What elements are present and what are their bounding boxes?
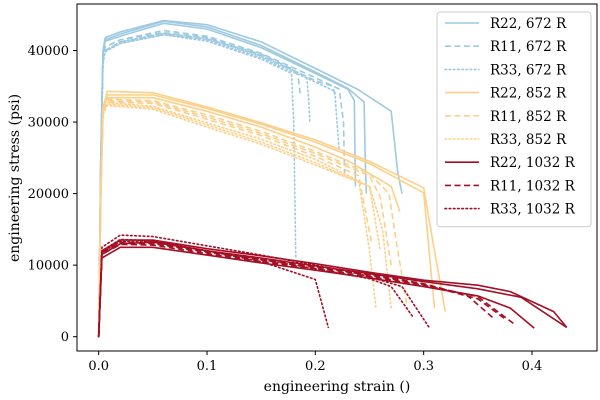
series-line-20: [97, 246, 535, 337]
series-line-12: [97, 98, 409, 337]
legend-label-7: R11, 1032 R: [490, 178, 576, 194]
legend-label-2: R33, 672 R: [490, 62, 567, 78]
legend-label-6: R22, 1032 R: [490, 155, 576, 171]
y-tick-label-1: 10000: [28, 259, 69, 274]
series-line-18: [97, 239, 568, 337]
series-line-5: [97, 33, 301, 337]
series-line-14: [97, 101, 373, 337]
legend-label-8: R33, 1032 R: [490, 202, 576, 218]
legend: R22, 672 R R11, 672 R R33, 672 R R22, 852 R…: [436, 11, 592, 228]
series-line-1: [97, 20, 368, 337]
x-tick-label-1: 0.1: [197, 359, 218, 374]
series-line-7: [97, 32, 311, 338]
series-line-23: [97, 243, 517, 337]
series-line-6: [97, 33, 297, 338]
legend-label-0: R22, 672 R: [490, 16, 567, 32]
plot-frame: [76, 3, 598, 352]
legend-label-3: R22, 852 R: [490, 86, 567, 102]
series-line-16: [97, 103, 382, 338]
series-line-15: [97, 101, 377, 338]
x-axis-label: engineering strain (): [264, 379, 411, 395]
series-line-3: [97, 29, 346, 337]
series-line-26: [97, 240, 414, 338]
x-tick-label-0: 0.0: [88, 359, 109, 374]
plot-lines: [97, 19, 568, 338]
series-line-17: [97, 104, 393, 338]
y-tick-label-2: 20000: [28, 187, 69, 202]
axis-ticks: 0.0 0.1 0.2 0.3 0.4 0 10000 20000 30000 40000: [28, 44, 543, 374]
series-line-4: [97, 31, 336, 337]
y-axis-label: engineering stress (psi): [7, 94, 23, 262]
x-tick-label-2: 0.2: [305, 359, 326, 374]
legend-label-1: R11, 672 R: [490, 39, 567, 55]
series-line-10: [97, 94, 436, 337]
series-line-13: [97, 99, 392, 337]
x-tick-label-3: 0.3: [413, 359, 434, 374]
legend-label-4: R11, 852 R: [490, 109, 567, 125]
series-line-24: [97, 234, 430, 338]
series-line-2: [97, 22, 357, 337]
series-line-25: [97, 238, 330, 338]
legend-label-5: R33, 852 R: [490, 132, 567, 148]
y-tick-label-3: 30000: [28, 116, 69, 131]
series-line-0: [97, 19, 403, 337]
y-tick-label-0: 0: [61, 330, 69, 345]
x-tick-label-4: 0.4: [522, 359, 543, 374]
series-line-8: [97, 33, 341, 338]
y-tick-label-4: 40000: [28, 44, 69, 59]
legend-box: [436, 11, 592, 228]
